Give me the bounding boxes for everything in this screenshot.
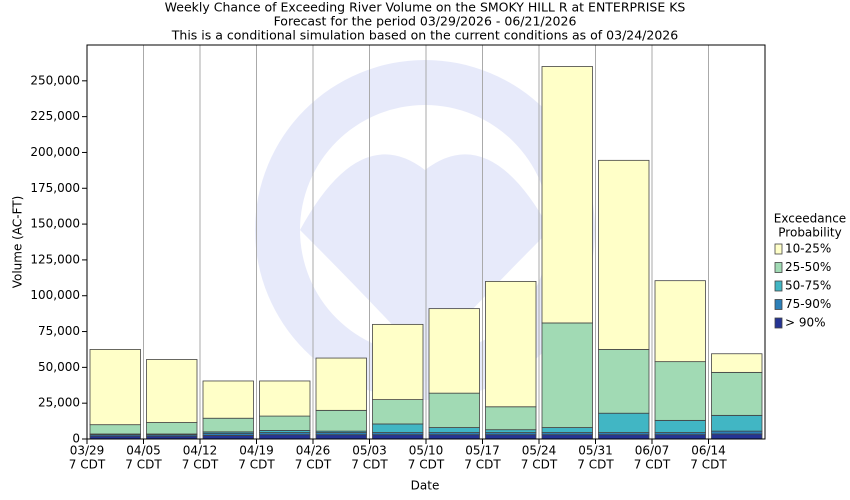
bar-segment xyxy=(202,435,254,440)
x-tick-sublabel: 7 CDT xyxy=(577,458,614,472)
legend-label: 25-50% xyxy=(785,260,831,274)
x-tick-sublabel: 7 CDT xyxy=(351,458,388,472)
bar-segment xyxy=(146,422,198,435)
bar-segment xyxy=(541,322,593,428)
x-tick-label: 05/24 xyxy=(522,444,557,458)
y-tick-label: 100,000 xyxy=(30,288,80,302)
x-tick-label: 05/03 xyxy=(352,444,387,458)
bar-segment xyxy=(259,380,311,417)
bar-segment xyxy=(428,392,480,428)
legend-swatch xyxy=(774,243,783,255)
bar-segment xyxy=(541,66,593,324)
bar-segment xyxy=(428,308,480,394)
bar-segment xyxy=(315,357,367,411)
x-tick-label: 03/29 xyxy=(70,444,105,458)
bar-segment xyxy=(315,409,367,432)
x-tick-label: 05/31 xyxy=(578,444,613,458)
legend-swatch xyxy=(774,317,783,329)
x-tick-sublabel: 7 CDT xyxy=(295,458,332,472)
bar-segment xyxy=(711,414,763,432)
bar-segment xyxy=(372,323,424,400)
bar-segment xyxy=(428,427,480,433)
bar-segment xyxy=(598,434,650,440)
y-tick-label: 200,000 xyxy=(30,145,80,159)
y-tick-label: 75,000 xyxy=(38,324,80,338)
bar-segment xyxy=(202,417,254,433)
bar-segment xyxy=(711,371,763,416)
legend-label: 10-25% xyxy=(785,242,831,256)
bar-segment xyxy=(146,359,198,423)
bar-segment xyxy=(428,434,480,440)
bar-segment xyxy=(541,434,593,440)
y-tick-label: 25,000 xyxy=(38,396,80,410)
y-tick-label: 225,000 xyxy=(30,109,80,123)
bar-segment xyxy=(372,399,424,425)
legend-title: Probability xyxy=(778,226,841,240)
bar-segment xyxy=(711,353,763,373)
bar-segment xyxy=(315,434,367,440)
bar-segment xyxy=(541,427,593,433)
bar-segment xyxy=(654,361,706,421)
watermark-gull xyxy=(300,154,550,360)
y-tick-label: 125,000 xyxy=(30,252,80,266)
bar-segment xyxy=(654,434,706,440)
bar-segment xyxy=(372,423,424,433)
plot-frame xyxy=(86,44,766,440)
bar-segment xyxy=(654,280,706,363)
legend-title: Exceedance xyxy=(774,212,846,226)
x-axis-label: Date xyxy=(411,479,440,493)
chart-title: Weekly Chance of Exceeding River Volume … xyxy=(165,0,686,15)
y-tick-label: 250,000 xyxy=(30,73,80,87)
x-tick-label: 04/05 xyxy=(126,444,161,458)
bar-segment xyxy=(259,415,311,431)
x-tick-sublabel: 7 CDT xyxy=(182,458,219,472)
legend-swatch xyxy=(774,280,783,292)
x-tick-sublabel: 7 CDT xyxy=(634,458,671,472)
y-tick-label: 150,000 xyxy=(30,217,80,231)
bar-segment xyxy=(89,349,141,426)
y-tick-label: 175,000 xyxy=(30,181,80,195)
bar-segment xyxy=(202,380,254,419)
y-tick-label: 0 xyxy=(72,432,80,446)
legend-label: > 90% xyxy=(785,316,826,330)
bar-segment xyxy=(598,349,650,414)
bar-segment xyxy=(485,406,537,431)
x-tick-label: 06/14 xyxy=(691,444,726,458)
bar-segment xyxy=(711,433,763,440)
bar-segment xyxy=(485,280,537,408)
chart-subtitle: Forecast for the period 03/29/2026 - 06/… xyxy=(274,14,577,29)
bar-segment xyxy=(372,434,424,440)
bar-segment xyxy=(598,412,650,433)
x-tick-sublabel: 7 CDT xyxy=(125,458,162,472)
legend-swatch xyxy=(774,262,783,273)
bar-segment xyxy=(711,430,763,435)
bar-segment xyxy=(598,159,650,350)
legend-label: 50-75% xyxy=(785,279,831,293)
y-tick-label: 50,000 xyxy=(38,360,80,374)
bar-segment xyxy=(259,434,311,440)
x-tick-label: 06/07 xyxy=(635,444,670,458)
x-tick-sublabel: 7 CDT xyxy=(238,458,275,472)
bar-segment xyxy=(485,434,537,440)
x-tick-label: 04/12 xyxy=(183,444,218,458)
x-tick-sublabel: 7 CDT xyxy=(690,458,727,472)
chart-subtitle: This is a conditional simulation based o… xyxy=(171,28,678,43)
x-tick-sublabel: 7 CDT xyxy=(69,458,106,472)
x-tick-label: 05/10 xyxy=(409,444,444,458)
legend-swatch xyxy=(774,299,783,310)
y-axis-label: Volume (AC-FT) xyxy=(11,196,25,289)
x-tick-label: 04/26 xyxy=(296,444,331,458)
x-tick-sublabel: 7 CDT xyxy=(408,458,445,472)
legend-label: 75-90% xyxy=(785,297,831,311)
x-tick-label: 04/19 xyxy=(239,444,274,458)
x-tick-sublabel: 7 CDT xyxy=(464,458,501,472)
x-tick-sublabel: 7 CDT xyxy=(521,458,558,472)
bar-segment xyxy=(485,429,537,433)
bar-segment xyxy=(89,424,141,435)
bar-segment xyxy=(654,419,706,433)
x-tick-label: 05/17 xyxy=(465,444,500,458)
